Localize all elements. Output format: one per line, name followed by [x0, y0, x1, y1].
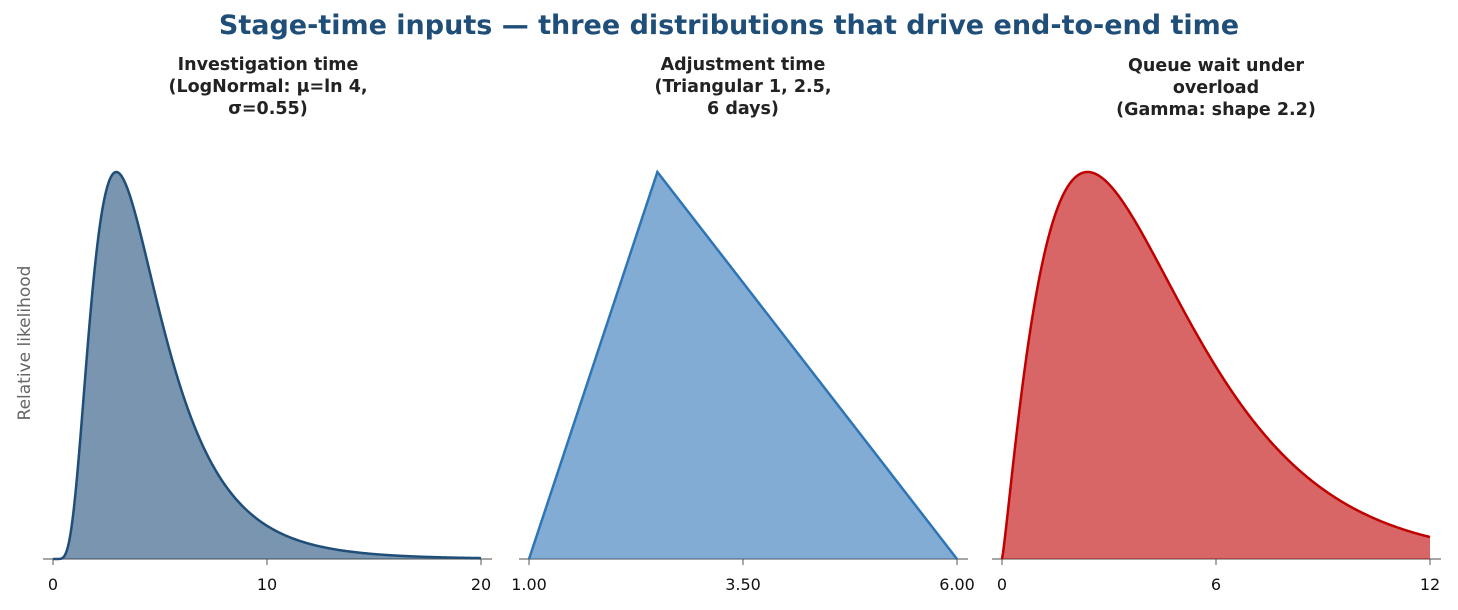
x-tick-label: 6 [1211, 575, 1221, 594]
density-area-queue-wait [1002, 172, 1430, 559]
x-tick-label: 1.00 [511, 575, 547, 594]
panel-queue-wait: 0 6 12 [992, 170, 1441, 594]
chart-main-title: Stage-time inputs — three distributions … [218, 10, 1240, 41]
x-ticks-adjustment: 1.00 3.50 6.00 [511, 559, 975, 594]
panel-title-queue-wait: Queue wait under overload (Gamma: shape … [1116, 56, 1316, 120]
density-curve-investigation [53, 170, 482, 561]
x-tick-label: 10 [257, 575, 277, 594]
density-area-investigation [53, 172, 481, 559]
panel-title-adjustment: Adjustment time (Triangular 1, 2.5, 6 da… [654, 55, 832, 119]
density-curve-queue-wait [1000, 170, 1431, 560]
panel-adjustment: 1.00 3.50 6.00 [511, 169, 975, 594]
x-tick-label: 0 [48, 575, 58, 594]
x-ticks-investigation: 0 10 20 [48, 559, 491, 594]
panel-investigation: 0 10 20 [43, 170, 492, 594]
density-area-adjustment [529, 172, 957, 559]
x-ticks-queue-wait: 0 6 12 [997, 559, 1440, 594]
panel-title-investigation: Investigation time (LogNormal: μ=ln 4, σ… [168, 55, 368, 119]
x-tick-label: 3.50 [725, 575, 761, 594]
x-tick-label: 20 [471, 575, 491, 594]
x-tick-label: 12 [1420, 575, 1440, 594]
x-tick-label: 0 [997, 575, 1007, 594]
density-curve-adjustment [527, 169, 958, 560]
x-tick-label: 6.00 [939, 575, 975, 594]
